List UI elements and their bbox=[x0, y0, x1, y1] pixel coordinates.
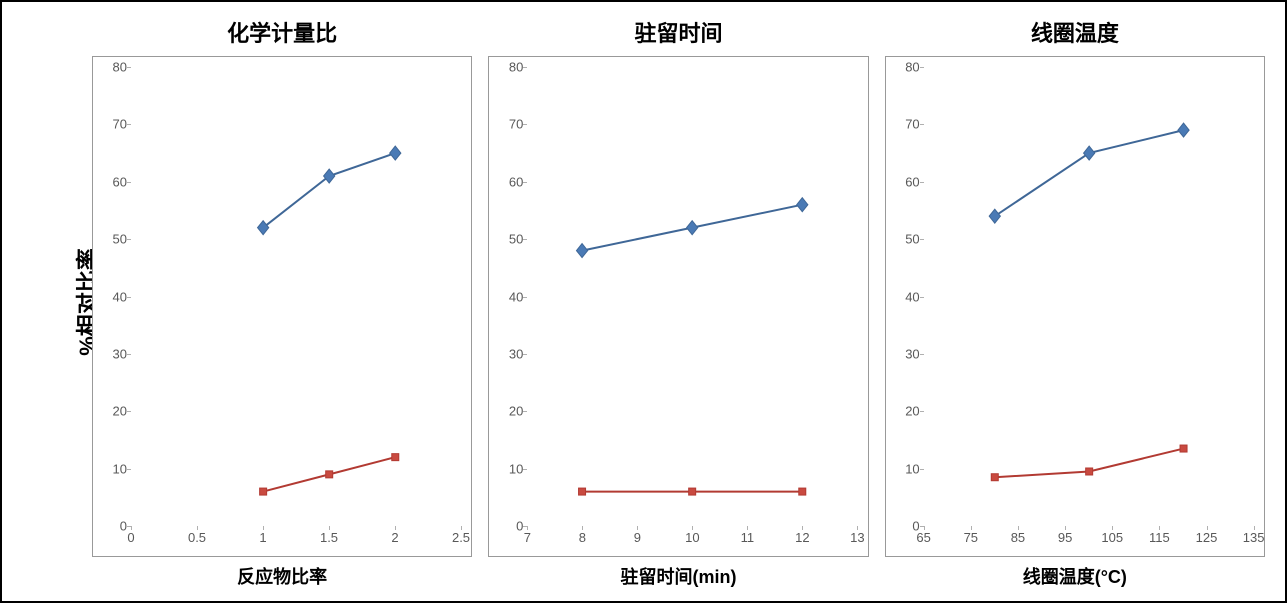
x-tick-label: 95 bbox=[1058, 530, 1072, 545]
y-tick-label: 70 bbox=[509, 117, 523, 132]
series-svg bbox=[131, 67, 461, 526]
y-tick-label: 70 bbox=[905, 117, 919, 132]
plot-area: 0102030405060708078910111213 bbox=[527, 67, 857, 526]
x-tick-label: 11 bbox=[741, 530, 755, 545]
x-tick-label: 115 bbox=[1149, 530, 1170, 545]
y-tick-label: 40 bbox=[509, 289, 523, 304]
x-tick-label: 9 bbox=[634, 530, 641, 545]
series-marker-red bbox=[991, 474, 998, 481]
series-marker-blue bbox=[1083, 146, 1094, 160]
series-marker-red bbox=[326, 471, 333, 478]
y-tick-label: 50 bbox=[509, 232, 523, 247]
x-tick-label: 13 bbox=[850, 530, 864, 545]
x-tick-label: 105 bbox=[1101, 530, 1123, 545]
y-tick-label: 10 bbox=[509, 461, 523, 476]
series-marker-blue bbox=[577, 244, 588, 258]
y-tick-label: 60 bbox=[905, 174, 919, 189]
y-tick-label: 80 bbox=[905, 60, 919, 75]
series-marker-red bbox=[260, 488, 267, 495]
x-tick-label: 75 bbox=[964, 530, 978, 545]
y-tick-label: 10 bbox=[113, 461, 127, 476]
x-tick-label: 12 bbox=[795, 530, 809, 545]
panel-0: 化学计量比 0 10 20 30 40 50 60 70 80 0 0.5 1 1.5 2 2.5 反应物比率 bbox=[92, 12, 472, 591]
panel-xlabel: 反应物比率 bbox=[92, 557, 472, 591]
panel-1: 驻留时间 0 10 20 30 40 50 60 70 80 7 8 9 10 11 12 13 驻留时间(min… bbox=[488, 12, 868, 591]
y-tick-label: 0 bbox=[120, 519, 127, 534]
y-tick-label: 20 bbox=[509, 404, 523, 419]
series-svg bbox=[924, 67, 1254, 526]
y-tick-label: 50 bbox=[905, 232, 919, 247]
series-line-blue bbox=[263, 153, 395, 228]
x-tick-label: 8 bbox=[579, 530, 586, 545]
series-marker-blue bbox=[687, 221, 698, 235]
x-tick-label: 65 bbox=[916, 530, 930, 545]
y-tick-label: 0 bbox=[516, 519, 523, 534]
panel-2: 线圈温度 010203040506070806575859510511512513… bbox=[885, 12, 1265, 591]
x-tick-label: 0 bbox=[127, 530, 134, 545]
plot-area: 0102030405060708065758595105115125135 bbox=[924, 67, 1254, 526]
series-marker-blue bbox=[1178, 123, 1189, 137]
x-tick-label: 7 bbox=[524, 530, 531, 545]
series-marker-red bbox=[1085, 468, 1092, 475]
series-marker-red bbox=[579, 488, 586, 495]
y-tick-label: 50 bbox=[113, 232, 127, 247]
series-marker-blue bbox=[989, 209, 1000, 223]
x-tick-label: 85 bbox=[1011, 530, 1025, 545]
y-tick-label: 30 bbox=[113, 346, 127, 361]
y-tick-label: 60 bbox=[509, 174, 523, 189]
series-marker-red bbox=[799, 488, 806, 495]
series-marker-blue bbox=[390, 146, 401, 160]
y-tick-label: 10 bbox=[905, 461, 919, 476]
y-tick-label: 40 bbox=[113, 289, 127, 304]
y-tick-label: 70 bbox=[113, 117, 127, 132]
x-tick-label: 2.5 bbox=[452, 530, 470, 545]
chart-frame: %相对比率 化学计量比0102030405060708000.511.522.5… bbox=[0, 0, 1287, 603]
series-marker-red bbox=[1180, 445, 1187, 452]
series-svg bbox=[527, 67, 857, 526]
series-marker-blue bbox=[797, 198, 808, 212]
y-tick-label: 30 bbox=[905, 346, 919, 361]
y-tick-label: 20 bbox=[905, 404, 919, 419]
panel-title: 线圈温度 bbox=[885, 12, 1265, 56]
y-tick-label: 20 bbox=[113, 404, 127, 419]
x-tick-label: 0.5 bbox=[188, 530, 206, 545]
plot-box: 0 10 20 30 40 50 60 70 80 7 8 9 10 11 12 13 bbox=[488, 56, 868, 557]
panel-xlabel: 驻留时间(min) bbox=[488, 557, 868, 591]
x-tick-label: 1.5 bbox=[320, 530, 338, 545]
series-marker-blue bbox=[258, 221, 269, 235]
x-tick-label: 2 bbox=[391, 530, 398, 545]
panel-title: 化学计量比 bbox=[92, 12, 472, 56]
series-marker-blue bbox=[324, 169, 335, 183]
plot-box: 0102030405060708065758595105115125135 bbox=[885, 56, 1265, 557]
y-tick-label: 80 bbox=[113, 60, 127, 75]
series-marker-red bbox=[392, 454, 399, 461]
plot-area: 0102030405060708000.511.522.5 bbox=[131, 67, 461, 526]
x-tick-label: 135 bbox=[1243, 530, 1265, 545]
series-line-blue bbox=[994, 130, 1183, 216]
x-tick-label: 125 bbox=[1196, 530, 1218, 545]
y-tick-label: 40 bbox=[905, 289, 919, 304]
y-tick-label: 30 bbox=[509, 346, 523, 361]
x-tick-label: 10 bbox=[685, 530, 699, 545]
plot-box: 0 10 20 30 40 50 60 70 80 0 0.5 1 1.5 2 2.5 bbox=[92, 56, 472, 557]
series-marker-red bbox=[689, 488, 696, 495]
y-tick-label: 60 bbox=[113, 174, 127, 189]
panels-row: 化学计量比0102030405060708000.511.522.5反应物比率驻… bbox=[92, 12, 1265, 591]
y-tick-label: 80 bbox=[509, 60, 523, 75]
panel-xlabel: 线圈温度(°C) bbox=[885, 557, 1265, 591]
panel-title: 驻留时间 bbox=[488, 12, 868, 56]
x-tick-label: 1 bbox=[259, 530, 266, 545]
